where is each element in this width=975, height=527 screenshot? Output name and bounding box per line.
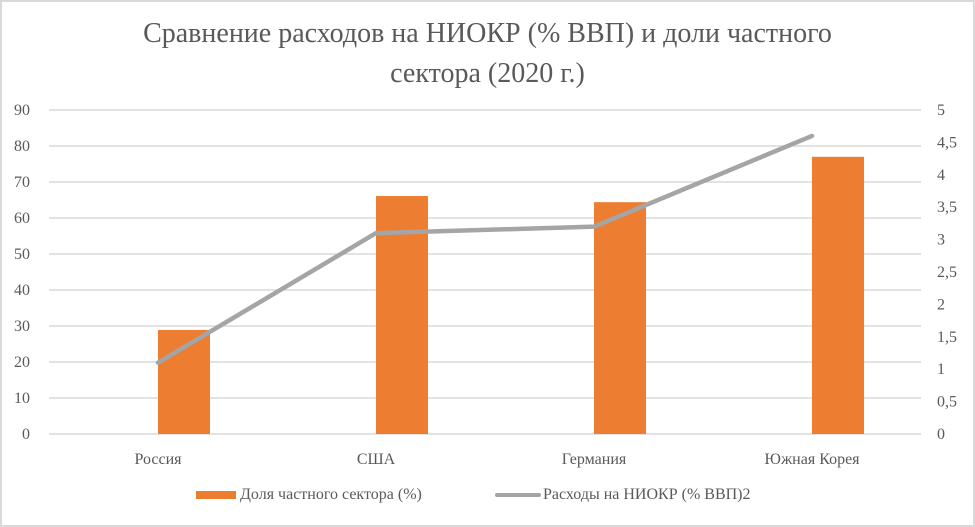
x-category-label: Россия bbox=[134, 451, 182, 468]
y-axis-right: 0 0,5 1 1,5 2 2,5 3 3,5 4 4,5 5 bbox=[937, 102, 957, 443]
y-right-tick-label: 1 bbox=[937, 361, 945, 378]
y-left-tick-label: 40 bbox=[14, 282, 30, 299]
y-left-tick-label: 60 bbox=[14, 210, 30, 227]
chart-title-line-2: сектора (2020 г.) bbox=[390, 58, 585, 89]
y-right-tick-label: 2,5 bbox=[937, 264, 957, 281]
line-path[interactable] bbox=[155, 133, 815, 365]
y-left-tick-label: 70 bbox=[14, 174, 30, 191]
y-left-tick-label: 0 bbox=[22, 426, 30, 443]
y-left-tick-label: 90 bbox=[14, 102, 30, 119]
legend-bar-swatch-icon bbox=[196, 491, 236, 499]
x-category-label: Германия bbox=[562, 451, 627, 468]
y-right-tick-label: 0 bbox=[937, 426, 945, 443]
x-category-label: Южная Корея bbox=[764, 451, 860, 468]
y-right-tick-label: 4,5 bbox=[937, 134, 957, 151]
bar[interactable] bbox=[594, 202, 646, 434]
legend-line-swatch-icon bbox=[495, 493, 541, 497]
legend-item-rd-spending[interactable]: Расходы на НИОКР (% ВВП)2 bbox=[495, 486, 751, 504]
bar-series bbox=[158, 156, 864, 435]
y-right-tick-label: 4 bbox=[937, 167, 945, 184]
bar[interactable] bbox=[376, 196, 428, 434]
y-right-tick-label: 3,5 bbox=[937, 199, 957, 216]
y-left-tick-label: 20 bbox=[14, 354, 30, 371]
y-left-tick-label: 50 bbox=[14, 246, 30, 263]
legend-label: Расходы на НИОКР (% ВВП)2 bbox=[543, 486, 751, 503]
y-left-tick-label: 30 bbox=[14, 318, 30, 335]
legend-item-private-share[interactable]: Доля частного сектора (%) bbox=[196, 486, 422, 504]
y-right-tick-label: 2 bbox=[937, 296, 945, 313]
y-right-tick-label: 3 bbox=[937, 232, 945, 249]
chart-title-line-1: Сравнение расходов на НИОКР (% ВВП) и до… bbox=[143, 18, 832, 49]
legend-label: Доля частного сектора (%) bbox=[240, 486, 422, 503]
x-category-label: США bbox=[357, 451, 396, 468]
line-series bbox=[155, 133, 815, 365]
chart-title: Сравнение расходов на НИОКР (% ВВП) и до… bbox=[0, 14, 975, 94]
bar[interactable] bbox=[812, 156, 864, 435]
y-right-tick-label: 0,5 bbox=[937, 394, 957, 411]
y-left-tick-label: 80 bbox=[14, 138, 30, 155]
legend: Доля частного сектора (%) Расходы на НИО… bbox=[0, 486, 975, 508]
y-right-tick-label: 5 bbox=[937, 102, 945, 119]
y-axis-left: 0 10 20 30 40 50 60 70 80 90 bbox=[14, 102, 30, 443]
y-right-tick-label: 1,5 bbox=[937, 329, 957, 346]
y-left-tick-label: 10 bbox=[14, 390, 30, 407]
x-axis: Россия США Германия Южная Корея bbox=[134, 451, 860, 468]
